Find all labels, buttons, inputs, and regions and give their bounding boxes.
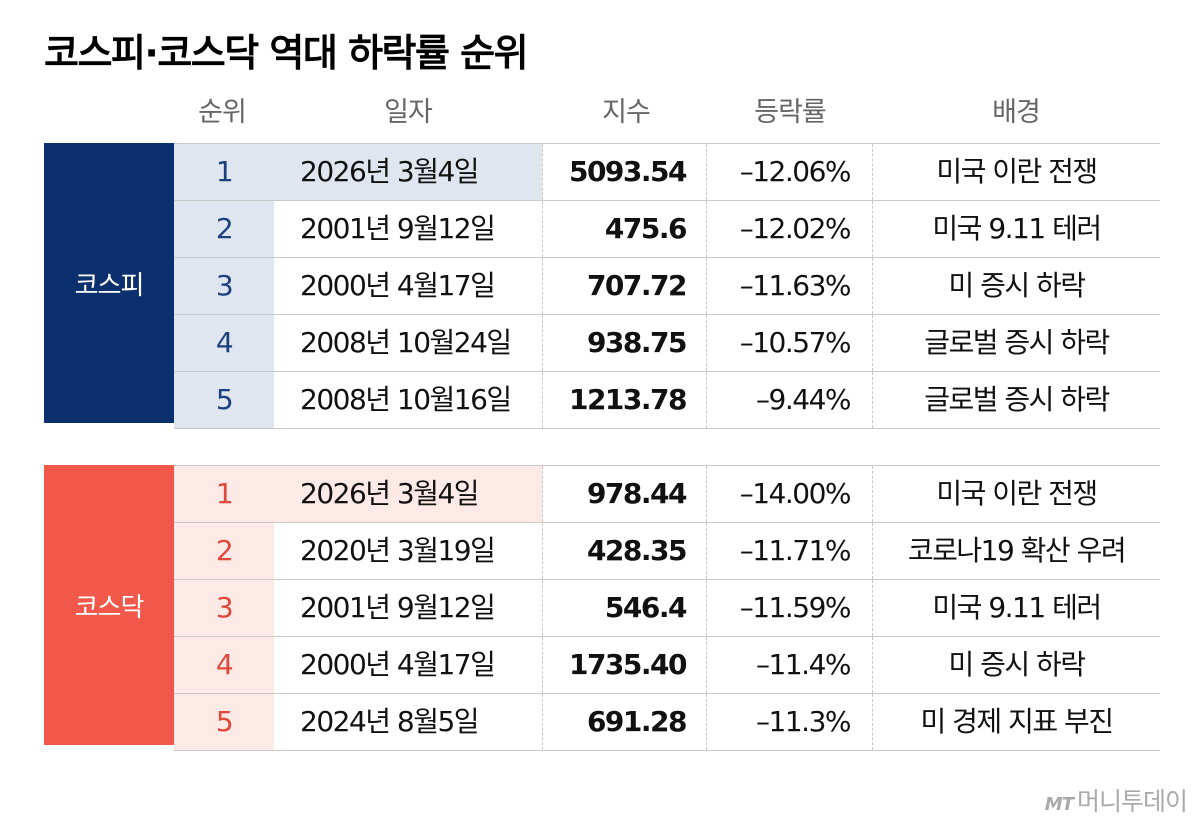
rank-cell: 2: [174, 523, 274, 579]
rank-cell: 4: [174, 637, 274, 693]
kosdaq-label: 코스닥: [44, 465, 174, 745]
change-cell: –11.59%: [706, 580, 872, 636]
date-cell: 2000년 4월17일: [300, 648, 496, 681]
table-row: 2 2020년 3월19일 428.35 –11.71% 코로나19 확산 우려: [174, 522, 1160, 579]
cause-cell: 미 경제 지표 부진: [872, 694, 1160, 750]
table-row: 1 2026년 3월4일 978.44 –14.00% 미국 이란 전쟁: [174, 465, 1160, 522]
rank-cell: 3: [174, 580, 274, 636]
index-cell: 1213.78: [542, 372, 706, 428]
table-row: 3 2000년 4월17일 707.72 –11.63% 미 증시 하락: [174, 257, 1160, 314]
date-cell: 2026년 3월4일: [274, 466, 542, 522]
rank-cell: 1: [174, 466, 274, 522]
index-cell: 546.4: [542, 580, 706, 636]
change-cell: –11.3%: [706, 694, 872, 750]
rank-cell: 5: [174, 372, 274, 428]
index-cell: 938.75: [542, 315, 706, 371]
table-row: 1 2026년 3월4일 5093.54 –12.06% 미국 이란 전쟁: [174, 143, 1160, 200]
chart-title: 코스피·코스닥 역대 하락률 순위: [44, 31, 529, 75]
rank-cell: 3: [174, 258, 274, 314]
date-cell: 2001년 9월12일: [300, 591, 496, 624]
date-cell: 2024년 8월5일: [300, 705, 480, 738]
date-cell: 2001년 9월12일: [300, 212, 496, 245]
change-cell: –11.71%: [706, 523, 872, 579]
cause-cell: 코로나19 확산 우려: [872, 523, 1160, 579]
index-cell: 978.44: [542, 466, 706, 522]
date-cell: 2000년 4월17일: [300, 269, 496, 302]
change-cell: –14.00%: [706, 466, 872, 522]
date-cell: 2008년 10월24일: [300, 326, 512, 359]
change-cell: –12.02%: [706, 201, 872, 257]
cause-cell: 미국 이란 전쟁: [872, 466, 1160, 522]
change-cell: –11.4%: [706, 637, 872, 693]
change-cell: –11.63%: [706, 258, 872, 314]
rank-cell: 1: [174, 144, 274, 200]
index-cell: 1735.40: [542, 637, 706, 693]
cause-cell: 미국 이란 전쟁: [872, 144, 1160, 200]
index-cell: 475.6: [542, 201, 706, 257]
change-cell: –12.06%: [706, 144, 872, 200]
cause-cell: 글로벌 증시 하락: [872, 315, 1160, 371]
kospi-label: 코스피: [44, 143, 174, 423]
date-cell: 2020년 3월19일: [300, 534, 496, 567]
logo-name: 머니투데이: [1076, 787, 1188, 816]
kosdaq-rows: 1 2026년 3월4일 978.44 –14.00% 미국 이란 전쟁 2 2020년 3…: [174, 465, 1160, 751]
table-row: 3 2001년 9월12일 546.4 –11.59% 미국 9.11 테러: [174, 579, 1160, 636]
cause-cell: 미 증시 하락: [872, 637, 1160, 693]
change-cell: –10.57%: [706, 315, 872, 371]
date-cell: 2008년 10월16일: [300, 383, 512, 416]
rank-cell: 4: [174, 315, 274, 371]
rank-cell: 5: [174, 694, 274, 750]
mt-logo-mark: MT: [1044, 794, 1074, 815]
cause-cell: 미 증시 하락: [872, 258, 1160, 314]
rank-cell: 2: [174, 201, 274, 257]
cause-cell: 미국 9.11 테러: [872, 580, 1160, 636]
header-cause: 배경: [992, 97, 1041, 128]
table-row: 4 2000년 4월17일 1735.40 –11.4% 미 증시 하락: [174, 636, 1160, 693]
index-cell: 691.28: [542, 694, 706, 750]
cause-cell: 글로벌 증시 하락: [872, 372, 1160, 428]
header-rank: 순위: [198, 97, 247, 128]
cause-cell: 미국 9.11 테러: [872, 201, 1160, 257]
money-today-logo: MT 머니투데이: [1044, 782, 1188, 818]
table-row: 2 2001년 9월12일 475.6 –12.02% 미국 9.11 테러: [174, 200, 1160, 257]
change-cell: –9.44%: [706, 372, 872, 428]
index-cell: 5093.54: [542, 144, 706, 200]
header-change: 등락률: [754, 97, 827, 128]
index-cell: 428.35: [542, 523, 706, 579]
index-cell: 707.72: [542, 258, 706, 314]
kospi-rows: 1 2026년 3월4일 5093.54 –12.06% 미국 이란 전쟁 2 2001년 …: [174, 143, 1160, 429]
table-header: 순위 일자 지수 등락률 배경: [0, 90, 1203, 130]
table-row: 5 2008년 10월16일 1213.78 –9.44% 글로벌 증시 하락: [174, 371, 1160, 429]
table-row: 4 2008년 10월24일 938.75 –10.57% 글로벌 증시 하락: [174, 314, 1160, 371]
table-row: 5 2024년 8월5일 691.28 –11.3% 미 경제 지표 부진: [174, 693, 1160, 751]
header-index: 지수: [602, 97, 651, 128]
header-date: 일자: [384, 97, 433, 128]
date-cell: 2026년 3월4일: [274, 144, 542, 200]
